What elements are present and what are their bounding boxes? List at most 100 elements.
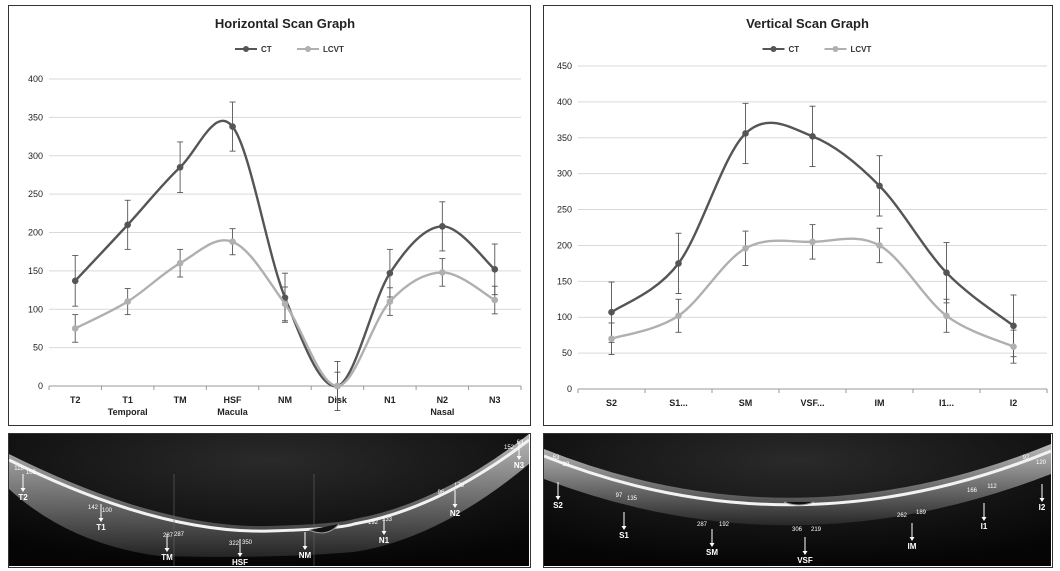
x-tick-label: HSF <box>224 395 243 405</box>
data-point-ct <box>124 221 131 229</box>
oct-value-label: 63 <box>553 455 560 461</box>
data-point-ct <box>229 123 236 130</box>
data-point-lcvt <box>675 312 682 320</box>
data-point-ct <box>876 182 883 190</box>
data-point-ct <box>386 269 394 277</box>
data-point-ct <box>943 269 950 277</box>
legend-marker-lcvt <box>832 46 839 52</box>
oct-value-label: 142 <box>88 505 99 511</box>
oct-value-label: 192 <box>719 522 730 528</box>
data-point-lcvt <box>608 335 615 343</box>
data-point-ct <box>1010 322 1017 330</box>
oct-value-label: 133 <box>382 517 393 523</box>
x-tick-label: N3 <box>489 395 501 405</box>
oct-value-label: 118 <box>14 466 24 472</box>
oct-marker-label: IM <box>908 542 917 551</box>
data-point-lcvt <box>1010 343 1017 350</box>
oct-arrowhead <box>802 551 808 555</box>
oct-marker-label: I2 <box>1039 503 1046 512</box>
legend-label-ct: CT <box>261 45 272 54</box>
oct-marker-label: T2 <box>18 493 28 502</box>
legend: CT LCVT <box>235 45 344 54</box>
x-tick-label: SM <box>739 398 753 408</box>
x-tick-label: S1... <box>669 398 688 408</box>
data-point-lcvt <box>71 325 79 332</box>
vertical-oct-scan-image: S2 S1 SM VSF IM I1 I2 63 89 97 135 287 192 306 219 262 1… <box>543 433 1053 568</box>
data-point-ct <box>439 223 446 230</box>
y-tick-label: 150 <box>28 266 43 276</box>
x-tick-label: TM <box>174 395 187 405</box>
oct-value-label: 92 <box>1023 455 1030 461</box>
oct-arrowhead <box>981 517 987 521</box>
oct-arrowhead <box>20 488 26 492</box>
legend-label-lcvt: LCVT <box>323 45 344 54</box>
oct-marker-label: NM <box>299 551 312 560</box>
x-tick-label: T2 <box>70 395 81 405</box>
oct-marker-label: N1 <box>379 536 390 545</box>
x-group-label: Nasal <box>430 407 454 417</box>
data-point-lcvt <box>229 238 236 246</box>
legend-label-ct: CT <box>789 45 800 54</box>
data-point-lcvt <box>943 312 950 320</box>
x-tick-label: T1 <box>122 395 133 405</box>
data-point-lcvt <box>742 245 749 252</box>
y-tick-label: 150 <box>557 276 572 286</box>
oct-marker-label: N2 <box>450 509 461 518</box>
oct-value-label: 135 <box>627 496 638 502</box>
x-group-label: Temporal <box>108 407 148 417</box>
oct-value-label: 262 <box>897 513 908 519</box>
chart-title: Horizontal Scan Graph <box>215 16 355 31</box>
oct-value-label: 322 <box>229 541 240 547</box>
data-point-ct <box>809 133 816 140</box>
oct-value-label: 112 <box>987 484 997 490</box>
oct-arrowhead <box>164 548 170 552</box>
y-tick-label: 100 <box>28 304 43 314</box>
y-tick-label: 200 <box>557 240 572 250</box>
x-tick-label: IM <box>875 398 885 408</box>
data-point-lcvt <box>281 300 289 308</box>
y-tick-label: 400 <box>28 74 43 84</box>
legend-label-lcvt: LCVT <box>851 45 872 54</box>
y-tick-label: 350 <box>557 133 572 143</box>
y-tick-label: 100 <box>557 312 572 322</box>
legend-marker-lcvt <box>305 46 311 52</box>
oct-marker-label: HSF <box>232 558 248 566</box>
oct-marker-label: VSF <box>797 556 813 565</box>
oct-arrowhead <box>452 504 458 508</box>
data-point-lcvt <box>334 382 341 390</box>
y-tick-label: 250 <box>557 205 572 215</box>
vertical-scan-chart-panel: Vertical Scan Graph CT LCVT 0 50 100 150 200 250… <box>543 5 1053 426</box>
data-point-ct <box>71 277 79 285</box>
y-tick-label: 0 <box>567 384 572 394</box>
x-tick-label: NM <box>278 395 292 405</box>
x-tick-label: I2 <box>1010 398 1018 408</box>
legend-marker-ct <box>770 46 777 52</box>
oct-arrowhead <box>709 543 715 547</box>
oct-value-label: 306 <box>792 527 803 533</box>
data-point-lcvt <box>876 242 883 249</box>
y-tick-label: 350 <box>28 112 43 122</box>
oct-arrowhead <box>516 456 522 460</box>
oct-marker-label: I1 <box>981 522 988 531</box>
y-tick-label: 400 <box>557 97 572 107</box>
y-tick-label: 450 <box>557 61 572 71</box>
x-tick-label: N1 <box>384 395 396 405</box>
data-point-ct <box>176 163 184 171</box>
oct-marker-label: TM <box>161 553 173 562</box>
data-point-ct <box>742 130 749 137</box>
data-point-lcvt <box>809 238 816 246</box>
legend-marker-ct <box>243 46 249 52</box>
oct-arrowhead <box>98 518 104 522</box>
y-tick-label: 50 <box>562 348 572 358</box>
oct-marker-label: S2 <box>553 501 563 510</box>
legend: CT LCVT <box>762 45 872 54</box>
oct-marker-label: SM <box>706 548 718 557</box>
oct-value-label: 189 <box>916 510 927 516</box>
oct-value-label: 97 <box>616 493 623 499</box>
oct-marker-label: S1 <box>619 531 629 540</box>
oct-value-label: 152 <box>504 445 515 451</box>
oct-value-label: 219 <box>811 527 822 533</box>
y-tick-label: 200 <box>28 228 43 238</box>
x-tick-label: I1... <box>939 398 954 408</box>
horizontal-oct-scan-image: T2 T1 TM HSF NM N1 N2 N3 118 105 142 100 287 287 322 35… <box>8 433 531 568</box>
